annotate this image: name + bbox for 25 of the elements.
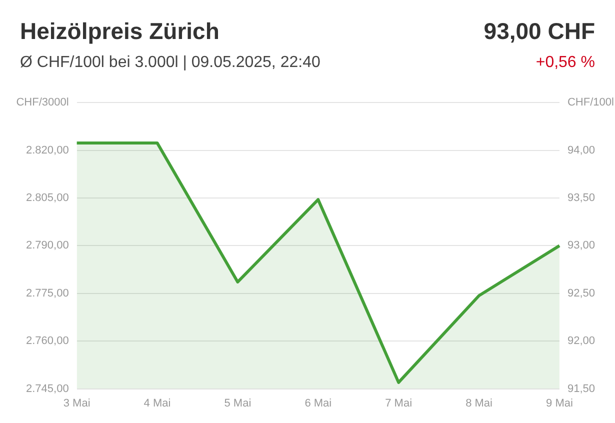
- y-tick-label: 2.820,00: [26, 144, 69, 156]
- y2-axis-title: CHF/100l: [567, 96, 614, 109]
- y-axis-title: CHF/3000l: [16, 96, 69, 109]
- y2-tick-label: 93,50: [567, 192, 596, 204]
- chart-title: Heizölpreis Zürich: [20, 18, 220, 45]
- y-tick-label: 2.790,00: [26, 240, 69, 252]
- x-tick-label: 3 Mai: [63, 397, 90, 410]
- x-tick-label: 6 Mai: [304, 397, 332, 410]
- y2-tick-label: 94,00: [567, 144, 596, 156]
- y-tick-label: 2.745,00: [26, 382, 69, 395]
- x-tick-label: 8 Mai: [466, 397, 492, 410]
- y2-tick-label: 92,50: [567, 287, 596, 300]
- x-tick-label: 5 Mai: [224, 397, 252, 410]
- text: 93,00 CHF: [484, 18, 595, 45]
- y-tick-label: 2.760,00: [26, 335, 69, 348]
- y2-tick-label: 93,00: [567, 240, 596, 252]
- text: +0,56 %: [536, 54, 595, 72]
- x-tick-label: 4 Mai: [144, 397, 171, 410]
- y2-tick-label: 91,50: [567, 382, 596, 395]
- y2-tick-label: 92,00: [567, 335, 596, 348]
- x-tick-label: 9 Mai: [546, 397, 573, 410]
- x-tick-label: 7 Mai: [385, 397, 412, 410]
- chart-subtitle: Ø CHF/100l bei 3.000l | 09.05.2025, 22:40: [20, 54, 320, 72]
- y-tick-label: 2.805,00: [26, 192, 69, 204]
- y-tick-label: 2.775,00: [26, 287, 69, 300]
